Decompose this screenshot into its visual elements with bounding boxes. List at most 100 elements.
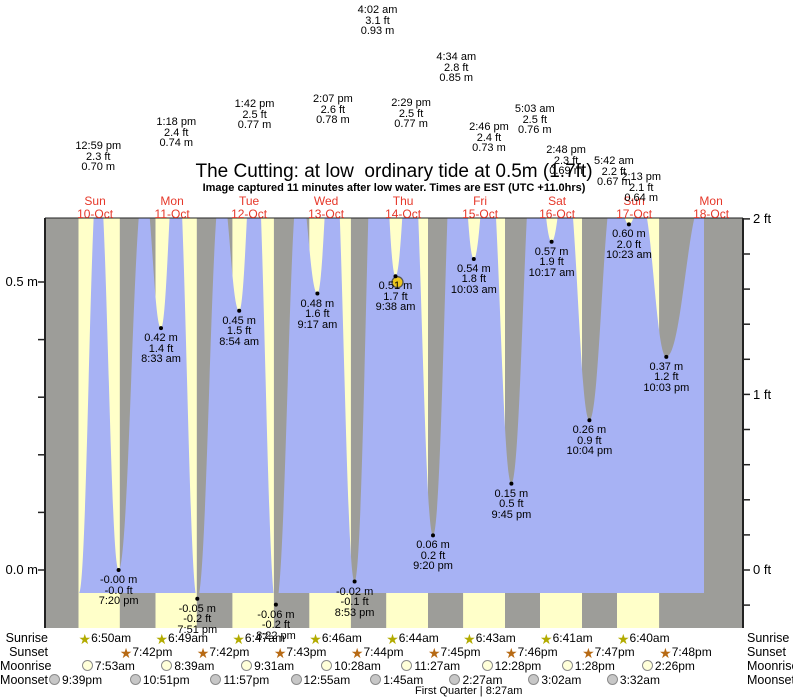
high-tide-time: 2:46 pm [469, 121, 509, 133]
day-label: Wed 13-Oct [308, 195, 344, 220]
sunset-star-event: ★7:42pm [197, 645, 250, 661]
day-name: Mon [160, 194, 184, 208]
low-tide-ft: 1.4 ft [148, 342, 174, 355]
low-tide-time: 10:04 pm [566, 445, 613, 458]
day-name: Mon [699, 194, 723, 208]
sunrise-row-label-right: Sunrise [747, 631, 790, 645]
low-tide-annotation: -0.00 m -0.0 ft 7:20 pm [99, 575, 139, 607]
high-tide-time: 5:42 am [594, 155, 634, 167]
sunset-star-event: ★7:48pm [659, 645, 712, 661]
high-tide-annotation: 4:34 am 2.8 ft 0.85 m [436, 52, 476, 84]
moonrise-time: 11:27am [414, 659, 461, 673]
day-label: Tue 12-Oct [231, 195, 267, 220]
high-tide-annotation: 2:48 pm 2.3 ft 0.69 m [546, 145, 586, 177]
day-name: Thu [392, 194, 414, 208]
day-date: 14-Oct [385, 206, 422, 221]
moonset-circle-event: 10:51pm [129, 673, 190, 687]
sunset-time: 7:46pm [517, 645, 558, 659]
low-tide-m: 0.37 m [649, 360, 684, 373]
high-tide-m: 0.73 m [472, 142, 506, 154]
low-tide-dot [195, 596, 200, 601]
low-tide-m: 0.42 m [144, 332, 178, 345]
moonrise-circle-icon [401, 660, 413, 671]
sunset-star-event: ★7:43pm [273, 645, 327, 662]
sunrise-time: 6:41am [552, 631, 593, 645]
low-tide-annotation: 0.48 m 1.6 ft 9:17 am [298, 298, 338, 331]
low-tide-ft: 0.9 ft [577, 434, 602, 447]
sunrise-star-icon: ★ [616, 632, 630, 648]
high-tide-annotation: 5:03 am 2.5 ft 0.76 m [515, 104, 555, 136]
high-tide-ft: 2.8 ft [444, 61, 469, 74]
high-tide-m: 0.78 m [316, 114, 350, 126]
moonrise-circle-icon [81, 660, 93, 671]
low-tide-time: 8:33 am [141, 353, 181, 366]
low-tide-annotation: 0.06 m 0.2 ft 9:20 pm [413, 540, 453, 572]
moonrise-time: 9:31am [254, 659, 295, 673]
high-tide-ft: 2.4 ft [476, 131, 502, 144]
day-label: Mon 11-Oct [155, 195, 190, 220]
low-tide-ft: 0.2 ft [420, 549, 446, 562]
day-name: Sun [84, 194, 106, 208]
moonrise-time: 10:28am [334, 659, 381, 673]
high-tide-annotation: 1:42 pm 2.5 ft 0.77 m [235, 99, 275, 131]
sunrise-time: 6:46am [321, 631, 362, 645]
high-tide-time: 1:18 pm [156, 116, 197, 128]
low-tide-time: 8:22 pm [256, 629, 296, 642]
y-axis-label-0-0m: 0.0 m [5, 562, 38, 577]
low-tide-time: 10:03 pm [643, 381, 690, 394]
low-tide-m: 0.26 m [572, 424, 607, 437]
current-time-marker [391, 276, 404, 289]
moonrise-circle-icon [321, 660, 333, 671]
moonset-time: 3:32am [619, 673, 660, 687]
moonset-time: 9:39pm [62, 673, 103, 687]
low-tide-m: -0.00 m [99, 574, 138, 586]
high-tide-annotation: 4:02 am 3.1 ft 0.93 m [358, 5, 398, 37]
high-tide-m: 0.64 m [624, 192, 659, 204]
moonset-time: 11:57pm [223, 673, 270, 687]
moonrise-time: 8:39am [174, 659, 215, 673]
low-tide-m: -0.06 m [257, 608, 295, 621]
high-tide-time: 2:29 pm [391, 97, 431, 109]
moonrise-circle-icon [641, 660, 653, 671]
high-tide-m: 0.77 m [237, 119, 272, 131]
low-tide-dot [273, 602, 278, 607]
high-tide-ft: 2.4 ft [164, 126, 189, 139]
low-tide-annotation: -0.06 m -0.2 ft 8:22 pm [256, 608, 296, 642]
high-tide-annotation: 2:46 pm 2.4 ft 0.73 m [469, 122, 509, 154]
low-tide-dot [393, 274, 398, 279]
sunset-star-icon: ★ [427, 646, 441, 662]
moonset-time: 12:55am [303, 673, 351, 687]
day-label: Thu 14-Oct [385, 195, 421, 220]
moonset-row-label-left: Moonset [0, 673, 48, 687]
low-tide-ft: -0.0 ft [104, 584, 133, 597]
sunrise-star-event: ★6:43am [463, 631, 516, 648]
day-name: Sun [623, 194, 645, 208]
sunset-star-icon: ★ [273, 646, 287, 662]
low-tide-time: 8:54 am [219, 335, 260, 348]
low-tide-annotation: 0.15 m 0.5 ft 9:45 pm [491, 488, 532, 521]
sunset-row-label-left: Sunset [9, 645, 48, 659]
day-date: 16-Oct [539, 206, 576, 221]
low-tide-time: 9:20 pm [413, 560, 453, 573]
high-tide-time: 1:42 pm [234, 98, 275, 110]
low-tide-time: 9:45 pm [491, 508, 532, 521]
sunset-time: 7:45pm [440, 645, 481, 659]
sunrise-star-icon: ★ [232, 632, 245, 648]
day-date: 11-Oct [154, 206, 190, 221]
chart-title: The Cutting: at low ordinary tide at 0.5… [195, 161, 593, 182]
low-tide-m: 0.45 m [222, 314, 256, 327]
sunrise-star-icon: ★ [463, 632, 476, 648]
sunrise-row-label-left: Sunrise [5, 631, 48, 645]
sunset-star-icon: ★ [350, 646, 364, 662]
y-axis-label-0-5m: 0.5 m [5, 274, 38, 289]
moonset-circle-icon [606, 674, 618, 685]
day-date: 13-Oct [308, 206, 345, 221]
moonrise-circle-icon [241, 660, 253, 671]
day-date: 18-Oct [693, 206, 730, 221]
sunrise-star-event: ★6:40am [616, 631, 670, 648]
high-tide-ft: 2.5 ft [522, 113, 548, 126]
day-date: 10-Oct [77, 206, 114, 221]
moonset-row-label-right: Moonset [747, 673, 793, 687]
sunset-time: 7:48pm [671, 645, 712, 659]
moonset-time: 2:27am [462, 673, 503, 687]
